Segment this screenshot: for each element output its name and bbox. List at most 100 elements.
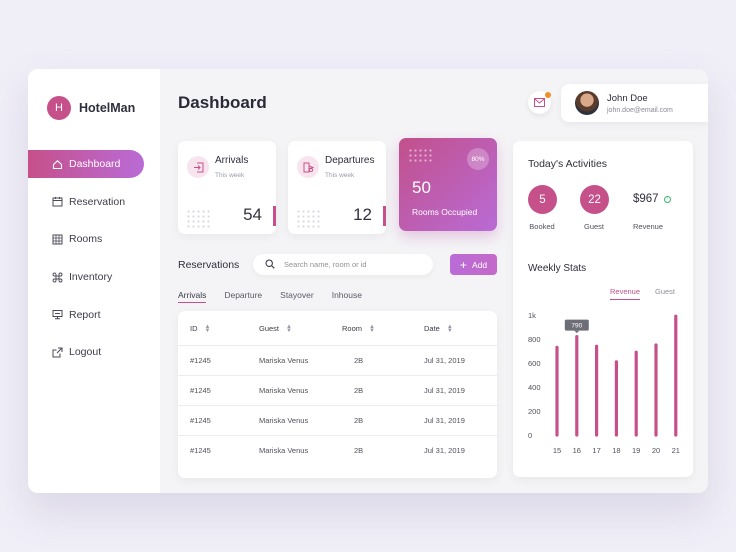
app-window: H HotelMan Dashboard Reservation Rooms I… — [28, 69, 708, 493]
user-name: John Doe — [607, 92, 648, 104]
add-label: Add — [471, 259, 488, 270]
plus-icon: + — [459, 257, 467, 272]
home-icon — [52, 159, 63, 170]
table-row[interactable]: #1245 Mariska Venus 2B Jul 31, 2019 — [178, 345, 497, 375]
sidebar-item-label: Logout — [69, 346, 102, 359]
tab-departure[interactable]: Departure — [224, 290, 263, 300]
sort-icon: ▲ ▼ — [446, 323, 453, 334]
arrivals-icon — [187, 156, 209, 178]
y-tick-label: 0 — [528, 431, 532, 440]
reservations-table: ID ▲ ▼ Guest ▲ ▼ Room ▲ ▼ Date ▲ ▼ #1245 Mariska… — [178, 311, 497, 478]
sidebar-item-label: Dashboard — [69, 158, 121, 170]
sidebar-item-label: Inventory — [69, 271, 113, 284]
decorative-dots — [296, 209, 322, 229]
y-tick-label: 600 — [528, 359, 541, 368]
cell-date: Jul 31, 2019 — [424, 446, 465, 455]
cell-id: #1245 — [190, 356, 211, 365]
reservations-title: Reservations — [178, 259, 240, 271]
mail-icon — [534, 94, 545, 112]
table-row[interactable]: #1245 Mariska Venus 2B Jul 31, 2019 — [178, 435, 497, 465]
search-input[interactable]: Search name, room or id — [253, 254, 433, 275]
arrivals-label: Arrivals — [215, 155, 249, 166]
booked-badge: 5 — [528, 185, 557, 214]
sidebar-item-label: Report — [69, 308, 101, 321]
revenue-label: Revenue — [632, 222, 664, 231]
mail-button[interactable] — [528, 91, 551, 114]
y-tick-label: 400 — [528, 383, 541, 392]
sidebar-item-label: Rooms — [69, 233, 103, 246]
sidebar-item-inventory[interactable]: Inventory — [28, 263, 160, 291]
command-icon — [52, 272, 63, 283]
occupancy-percent: 80% — [467, 148, 489, 170]
add-button[interactable]: + Add — [450, 254, 497, 275]
cell-room: 2B — [354, 446, 364, 455]
sidebar-item-dashboard[interactable]: Dashboard — [28, 150, 144, 178]
cell-guest: Mariska Venus — [259, 446, 309, 455]
departures-sub: This week — [325, 172, 355, 179]
sidebar-item-logout[interactable]: Logout — [28, 338, 160, 366]
guest-badge: 22 — [580, 185, 609, 214]
cell-guest: Mariska Venus — [259, 416, 309, 425]
legend-revenue[interactable]: Revenue — [610, 287, 641, 300]
activities-title: Today's Activities — [528, 158, 608, 170]
rooms-occupied-card[interactable]: 80% 50 Rooms Occupied — [399, 138, 497, 231]
logout-icon — [52, 347, 63, 358]
x-tick-label: 19 — [632, 446, 640, 455]
tab-arrivals[interactable]: Arrivals — [178, 290, 207, 303]
x-tick-label: 18 — [612, 446, 620, 455]
decorative-dots — [408, 148, 434, 162]
weekly-stats-title: Weekly Stats — [528, 263, 587, 274]
departures-card[interactable]: Departures This week 12 — [288, 141, 386, 234]
column-label: Guest — [259, 324, 280, 333]
cell-id: #1245 — [190, 386, 211, 395]
accent-bar — [383, 206, 386, 226]
column-header-date[interactable]: Date ▲ ▼ — [424, 323, 453, 334]
notification-dot — [545, 92, 551, 98]
x-tick-label: 15 — [553, 446, 561, 455]
sidebar-item-report[interactable]: Report — [28, 301, 160, 329]
brand-logo[interactable]: H HotelMan — [47, 96, 135, 120]
cell-guest: Mariska Venus — [259, 356, 309, 365]
avatar — [575, 91, 599, 115]
sort-icon: ▲ ▼ — [286, 323, 292, 334]
arrivals-sub: This week — [215, 172, 245, 179]
x-tick-label: 16 — [573, 446, 581, 455]
reservation-tabs: Arrivals Departure Stayover Inhouse — [178, 290, 380, 303]
sort-icon: ▲ ▼ — [204, 323, 211, 334]
revenue-value: $967 ↑ — [633, 193, 671, 205]
y-tick-label: 800 — [528, 335, 541, 344]
sidebar-item-reservation[interactable]: Reservation — [28, 188, 160, 216]
guest-label: Guest — [583, 222, 604, 231]
sidebar-item-label: Reservation — [69, 195, 126, 208]
user-email: john.doe@email.com — [607, 106, 673, 114]
tab-inhouse[interactable]: Inhouse — [331, 290, 362, 300]
x-tick-label: 21 — [672, 446, 680, 455]
table-row[interactable]: #1245 Mariska Venus 2B Jul 31, 2019 — [178, 375, 497, 405]
user-profile[interactable]: John Doe john.doe@email.com — [561, 84, 708, 122]
weekly-stats-chart: 0 200 400 600 800 1k 15 16 17 18 19 20 21 790 — [528, 311, 680, 455]
tooltip-pointer — [574, 330, 580, 334]
cell-room: 2B — [354, 416, 364, 425]
column-header-room[interactable]: Room ▲ ▼ — [342, 323, 375, 334]
revenue-amount: $967 — [633, 193, 659, 205]
column-header-id[interactable]: ID ▲ ▼ — [190, 323, 211, 334]
user-info: John Doe john.doe@email.com — [607, 93, 673, 114]
search-icon — [265, 258, 275, 271]
search-placeholder: Search name, room or id — [284, 260, 367, 269]
calendar-icon — [52, 196, 63, 207]
tab-stayover[interactable]: Stayover — [280, 290, 314, 300]
cell-room: 2B — [354, 356, 364, 365]
legend-guest[interactable]: Guest — [655, 287, 676, 296]
table-row[interactable]: #1245 Mariska Venus 2B Jul 31, 2019 — [178, 405, 497, 435]
arrivals-card[interactable]: Arrivals This week 54 — [178, 141, 276, 234]
occupied-value: 50 — [412, 178, 431, 197]
logo-mark: H — [47, 96, 71, 120]
column-label: Room — [342, 324, 363, 333]
column-label: Date — [424, 324, 440, 333]
cell-id: #1245 — [190, 416, 211, 425]
sort-icon: ▲ ▼ — [369, 323, 375, 334]
column-header-guest[interactable]: Guest ▲ ▼ — [259, 323, 292, 334]
y-tick-label: 200 — [528, 407, 541, 416]
sidebar-item-rooms[interactable]: Rooms — [28, 225, 160, 253]
sidebar: H HotelMan Dashboard Reservation Rooms I… — [28, 69, 160, 493]
